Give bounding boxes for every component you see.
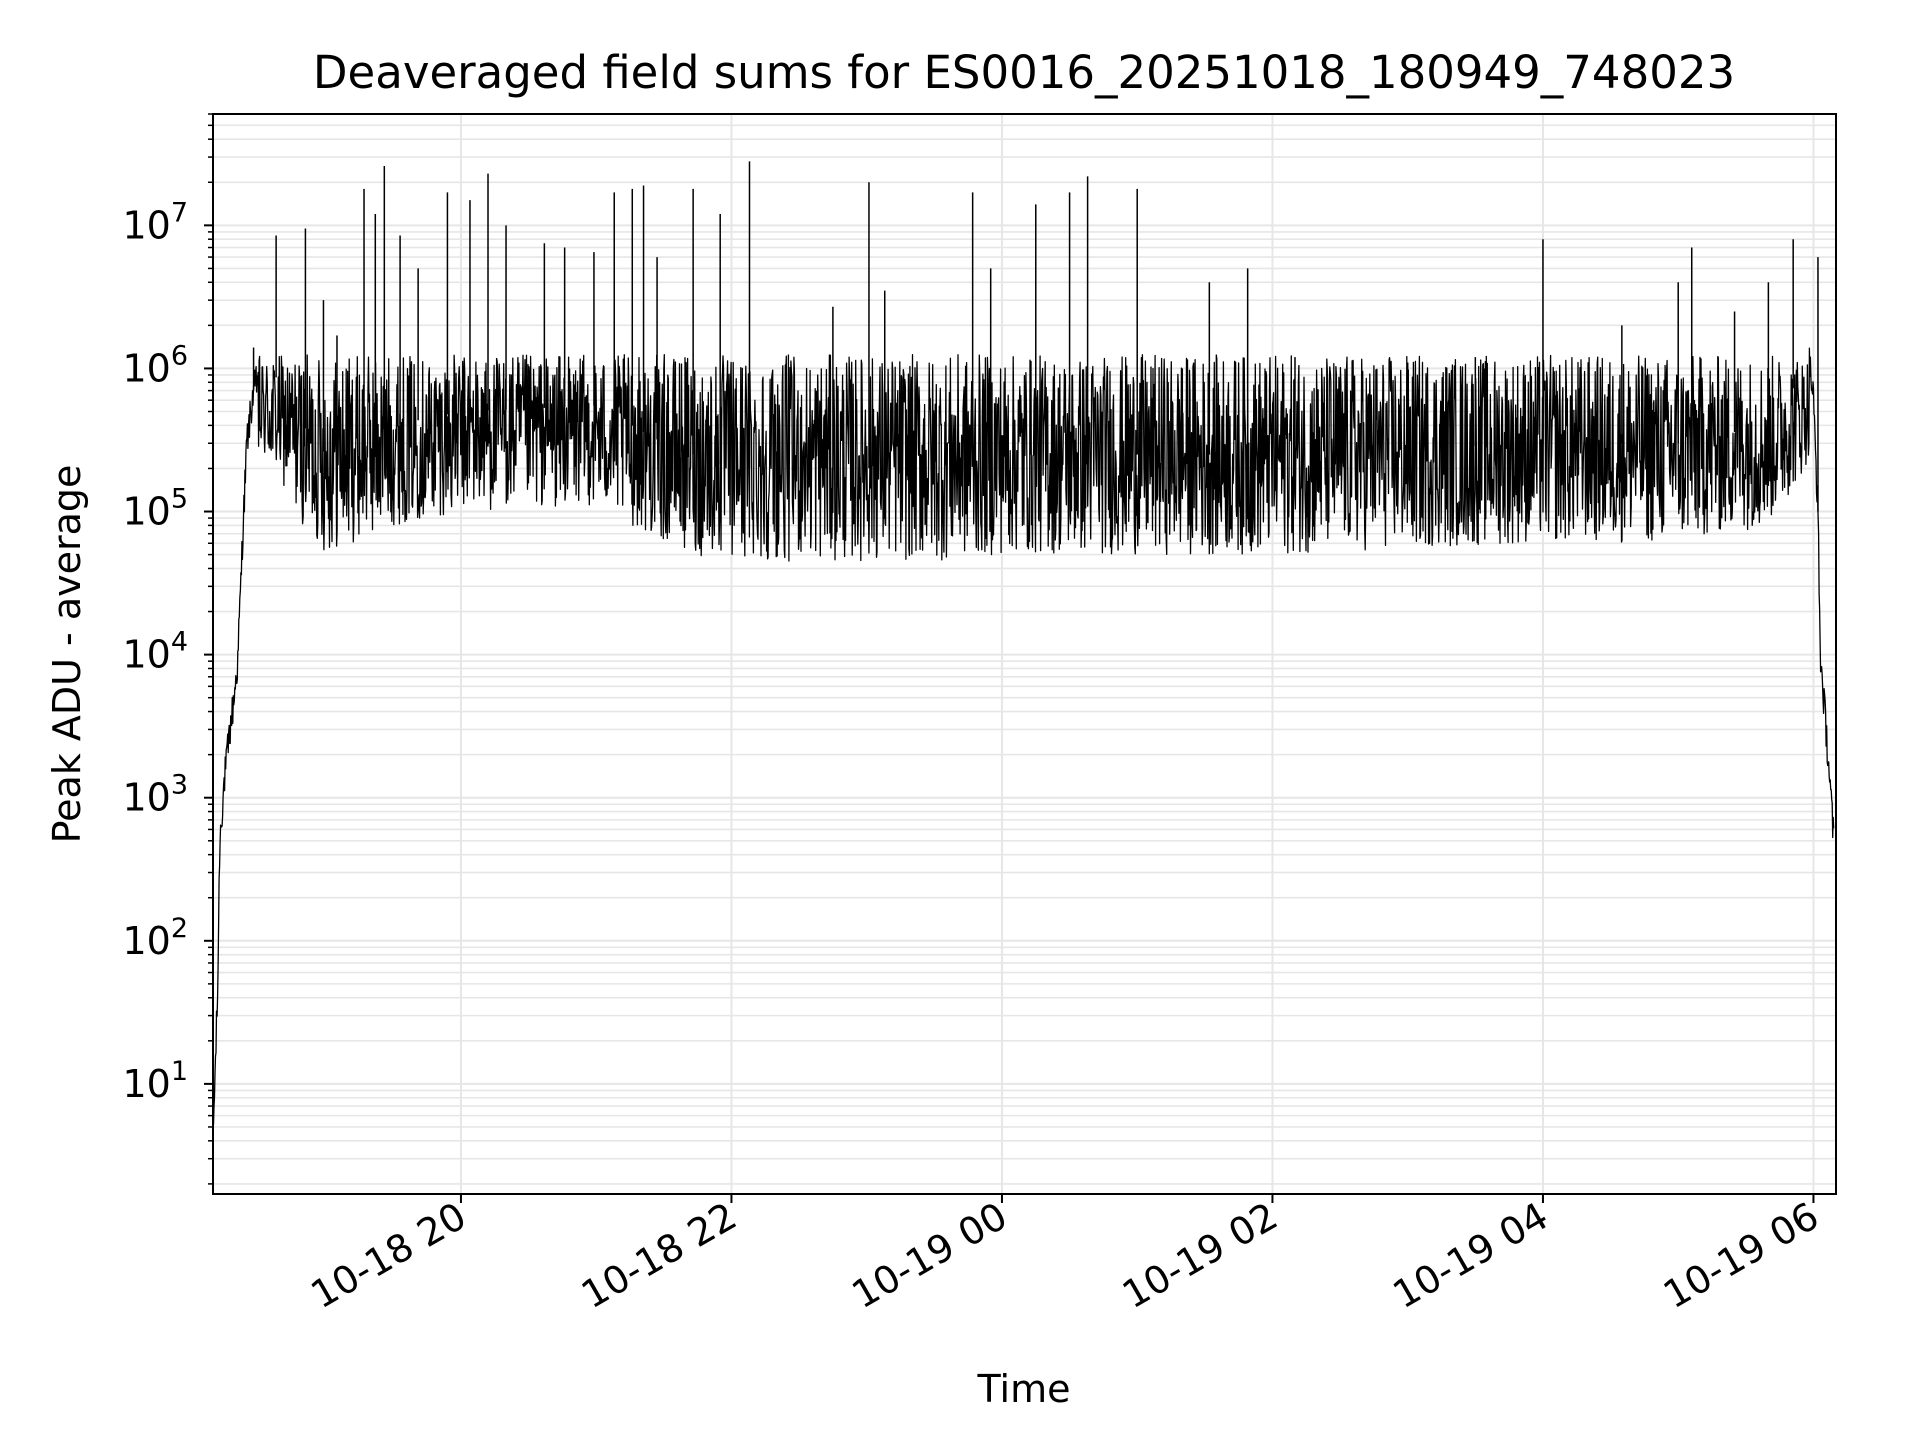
y-tick-label: 101 [122, 1056, 188, 1106]
series-line [212, 347, 1835, 1126]
y-tick-label: 105 [122, 484, 188, 534]
y-axis-label: Peak ADU - average [45, 465, 89, 844]
y-tick-label: 104 [122, 627, 188, 677]
major-grid [213, 114, 1836, 1194]
y-axis-ticks: 101 102 103 104 105 106 107 [122, 113, 213, 1185]
y-tick-label: 107 [122, 197, 188, 247]
y-tick-label: 106 [122, 340, 188, 390]
y-tick-label: 103 [122, 770, 188, 820]
chart-title: Deaveraged field sums for ES0016_2025101… [313, 46, 1735, 99]
series-layer [212, 161, 1835, 1126]
x-axis-label: Time [977, 1367, 1071, 1411]
y-tick-label: 102 [122, 913, 188, 963]
